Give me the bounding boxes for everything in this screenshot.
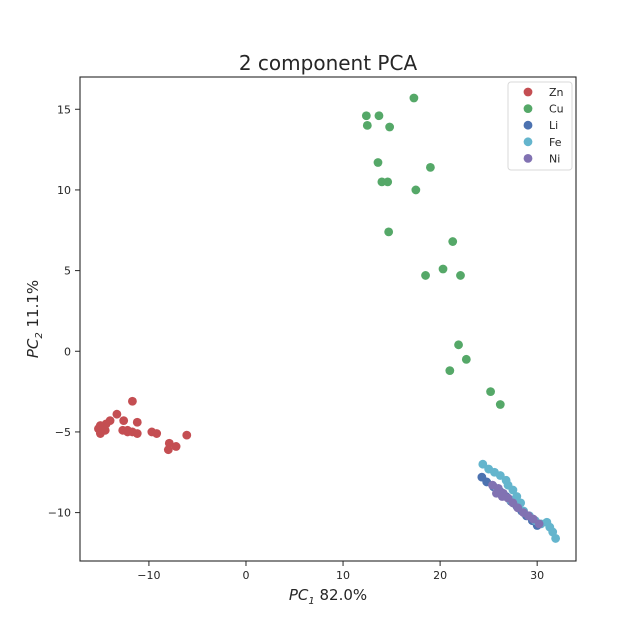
data-point [164,438,174,448]
y-tick-label: −10 [48,507,71,520]
y-axis-label-sub: 2 [34,332,45,338]
legend-label: Li [549,119,558,132]
legend: Zn Cu Li Fe Ni [507,81,573,171]
data-point [385,122,395,132]
x-axis-ticks: −10 0 10 20 30 [137,561,544,582]
data-point [383,177,393,187]
data-point [409,93,419,103]
data-point [374,111,384,121]
data-point [361,111,371,121]
x-axis-label-suffix: 82.0% [315,586,367,604]
data-point [95,429,105,438]
x-axis-label-base: PC [289,586,309,604]
data-point [438,264,448,274]
y-axis-label: PC2 11.1% [24,280,45,358]
data-point [123,427,132,437]
legend-marker [523,87,533,97]
data-points [94,93,561,543]
legend-box [507,81,573,171]
legend-label: Ni [549,152,560,165]
data-point [445,366,455,376]
data-point [495,471,505,480]
x-tick-label: 20 [433,569,447,582]
y-tick-label: 0 [64,345,71,358]
series-cu [361,93,505,409]
y-tick-label: 15 [57,103,71,116]
y-axis-label-base: PC [24,338,42,358]
x-axis-label: PC1 82.0% [289,586,367,607]
data-point [132,429,142,438]
chart-title: 2 component PCA [239,51,418,75]
legend-label: Fe [549,136,562,149]
data-point [508,485,518,495]
legend-marker [523,104,533,113]
data-point [163,445,173,455]
data-point [461,354,471,364]
data-point [478,459,488,469]
data-point [551,534,561,543]
y-axis-label-suffix: 11.1% [24,280,42,332]
data-point [171,442,181,451]
data-point [495,400,505,409]
x-tick-label: 30 [530,569,544,582]
data-point [512,492,522,501]
data-point [362,121,372,130]
data-point [132,417,142,427]
y-tick-label: 10 [57,184,71,197]
data-point [497,492,507,501]
series-zn [94,396,192,455]
data-point [426,162,435,172]
x-tick-label: 0 [242,569,249,582]
legend-marker [523,137,533,147]
data-point [112,409,122,419]
data-point [373,158,383,167]
x-axis-label-sub: 1 [308,596,314,607]
data-point [411,185,421,195]
y-tick-label: −5 [55,426,71,439]
legend-label: Zn [549,86,564,99]
legend-marker [523,120,533,130]
data-point [486,387,495,396]
y-axis-ticks: −10 −5 0 5 10 15 [48,103,80,520]
y-tick-label: 5 [64,265,71,278]
plot-frame [79,76,577,562]
data-point [513,503,523,513]
series-ni [488,480,544,529]
x-tick-label: 10 [336,569,350,582]
data-point [454,340,463,350]
data-point [128,396,137,406]
data-point [456,271,465,280]
data-point [119,416,129,426]
data-point [152,429,162,438]
legend-marker [523,154,533,163]
data-point [534,519,544,529]
data-point [448,237,458,246]
x-tick-label: −10 [137,569,160,582]
data-point [528,514,538,524]
data-point [384,227,394,237]
data-point [421,271,430,280]
data-point [182,430,192,440]
legend-label: Cu [549,103,564,116]
